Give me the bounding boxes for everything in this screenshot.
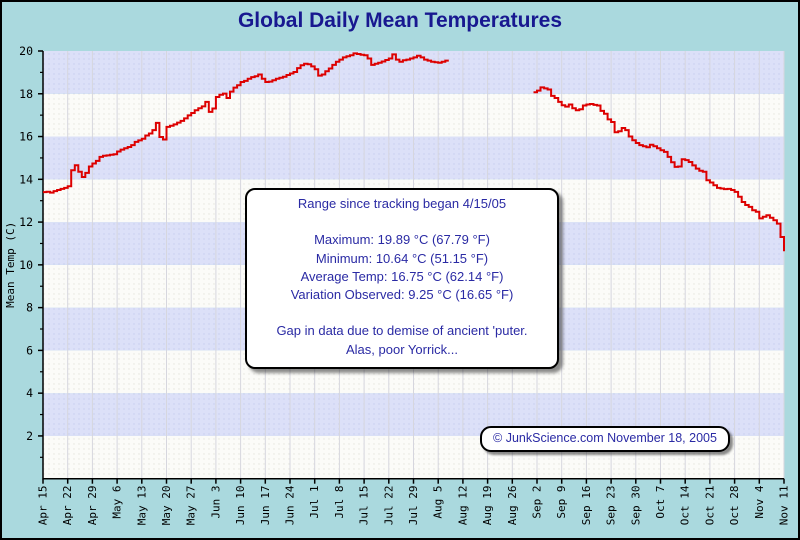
x-axis-tick-label: May 13 (135, 486, 148, 526)
x-axis-tick-label: Jun 17 (259, 486, 272, 526)
x-axis-tick-label: Apr 22 (61, 486, 74, 526)
y-axis-tick-label: 8 (26, 301, 33, 315)
x-axis-tick-label: Jul 1 (308, 486, 321, 519)
x-axis-tick-label: Aug 19 (481, 486, 494, 526)
chart-title: Global Daily Mean Temperatures (237, 9, 563, 32)
gap-note-line1: Gap in data due to demise of ancient 'pu… (276, 323, 528, 339)
x-axis: Apr 15 Apr 22 Apr 29 May 6 May 13 May 20 May 2… (37, 478, 791, 526)
x-axis-tick-label: May 20 (160, 486, 173, 526)
copyright-text: © JunkScience.com November 18, 2005 (493, 431, 717, 445)
y-axis-tick-label: 16 (19, 130, 33, 144)
x-axis-tick-label: Aug 26 (506, 486, 519, 526)
x-axis-tick-label: Oct 7 (654, 486, 667, 519)
x-axis-tick-label: Jul 29 (407, 486, 420, 526)
stat-average: Average Temp: 16.75 °C (62.14 °F) (300, 268, 504, 284)
y-axis-tick-label: 14 (19, 172, 33, 186)
x-axis-tick-label: Jun 24 (284, 485, 297, 525)
y-axis-tick-label: 6 (26, 343, 33, 357)
x-axis-tick-label: Sep 30 (629, 486, 642, 526)
x-axis-tick-label: Oct 28 (728, 486, 741, 526)
x-axis-tick-label: Jun 3 (209, 486, 222, 519)
x-axis-tick-label: May 27 (185, 486, 198, 526)
daily-mean-temp-after-gap (533, 86, 785, 252)
x-axis-tick-label: Oct 21 (703, 486, 716, 526)
x-axis-tick-label: Sep 9 (555, 486, 568, 519)
y-axis-tick-label: 2 (26, 429, 33, 443)
x-axis-tick-label: Nov 4 (753, 485, 766, 518)
weekly-gridlines (67, 51, 785, 479)
x-axis-tick-label: Sep 2 (531, 486, 544, 519)
x-axis-tick-label: Jun 10 (234, 486, 247, 526)
info-spacer (247, 304, 557, 322)
y-axis-tick-label: 4 (26, 386, 33, 400)
x-axis-tick-label: Oct 14 (679, 485, 692, 525)
x-axis-tick-label: Jul 8 (333, 486, 346, 519)
x-axis-tick-label: Aug 5 (432, 486, 445, 519)
stat-maximum: Maximum: 19.89 °C (67.79 °F) (314, 232, 490, 248)
x-axis-tick-label: May 6 (111, 486, 124, 519)
daily-mean-temp-before-gap (43, 52, 449, 194)
x-axis-tick-label: Jul 15 (358, 486, 371, 526)
info-spacer (247, 213, 557, 231)
x-axis-tick-label: Aug 12 (456, 486, 469, 526)
x-axis-tick-label: Apr 29 (86, 486, 99, 526)
x-axis-tick-label: Apr 15 (37, 486, 50, 526)
y-axis-tick-label: 20 (19, 44, 33, 58)
x-axis-tick-label: Sep 23 (605, 486, 618, 526)
stat-minimum: Minimum: 10.64 °C (51.15 °F) (315, 250, 489, 266)
y-axis-tick-label: 12 (19, 215, 33, 229)
x-axis-tick-label: Sep 16 (580, 486, 593, 526)
copyright-badge: © JunkScience.com November 18, 2005 (480, 426, 730, 452)
x-axis-tick-label: Jul 22 (382, 486, 395, 526)
temperature-series (43, 52, 785, 252)
y-axis-tick-label: 18 (19, 87, 33, 101)
y-axis: 2 4 6 8 10 12 14 16 18 20 Mean Temp (C) (4, 44, 43, 458)
y-axis-title: Mean Temp (C) (4, 222, 17, 308)
y-axis-tick-label: 10 (19, 258, 33, 272)
x-axis-tick-label: Nov 11 (778, 486, 791, 526)
stat-variation: Variation Observed: 9.25 °C (16.65 °F) (290, 287, 514, 303)
info-heading: Range since tracking began 4/15/05 (297, 196, 507, 211)
gap-note-line2: Alas, poor Yorrick... (346, 341, 458, 357)
range-info-box: Range since tracking began 4/15/05 Maxim… (245, 188, 559, 369)
